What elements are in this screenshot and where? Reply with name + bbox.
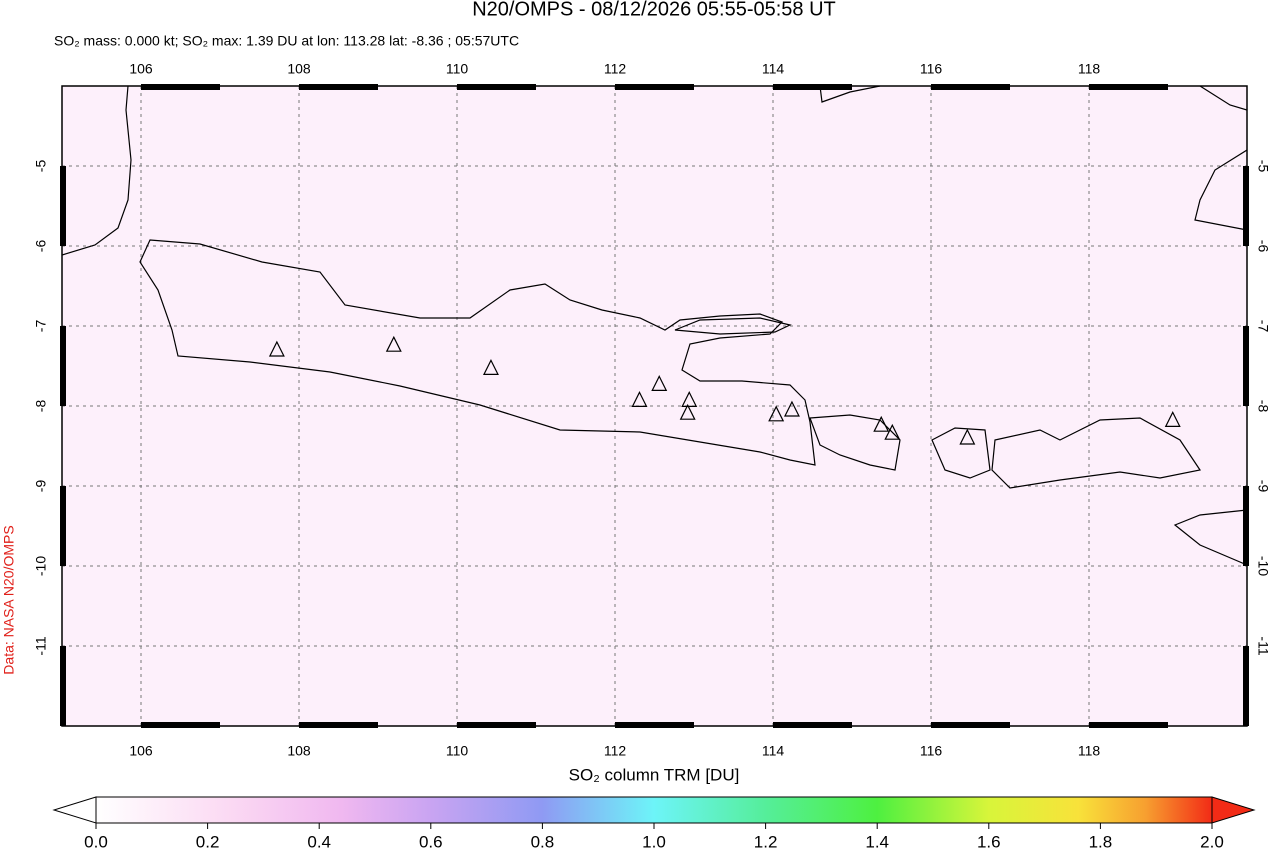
frame-bar xyxy=(615,722,694,728)
colorbar-tick-label: 1.4 xyxy=(865,832,889,851)
frame-bar xyxy=(141,722,220,728)
volcano xyxy=(482,359,499,375)
colorbar-under-arrow xyxy=(52,796,97,824)
lombok xyxy=(931,427,991,479)
volcano xyxy=(385,335,402,352)
volcano xyxy=(873,415,890,432)
frame-bar xyxy=(615,84,694,90)
flores xyxy=(1173,509,1247,566)
volcanoes xyxy=(268,335,1181,445)
frame-bar xyxy=(1243,166,1249,246)
frame-bar xyxy=(60,166,66,246)
volcano xyxy=(651,375,668,391)
colorbar-tick-label: 1.8 xyxy=(1089,832,1113,851)
colorbar-tick-label: 2.0 xyxy=(1200,832,1224,851)
sumbawa xyxy=(991,417,1201,489)
borneo xyxy=(819,86,1247,231)
sumatra xyxy=(62,86,132,256)
x-tick-label: 106 xyxy=(129,61,153,77)
frame-bar xyxy=(1089,84,1168,90)
colorbar-tick-label: 0.2 xyxy=(196,832,220,851)
x-tick-label: 110 xyxy=(446,743,469,759)
x-tick-label: 108 xyxy=(287,61,311,77)
colorbar-tick-label: 0.8 xyxy=(531,832,555,851)
y-tick-label: -11 xyxy=(1255,636,1271,655)
colorbar-tick-label: 1.2 xyxy=(754,832,778,851)
x-tick-label: 114 xyxy=(762,743,785,759)
madura xyxy=(674,317,792,335)
y-tick-label: -9 xyxy=(1255,480,1271,493)
java xyxy=(139,239,816,466)
y-tick-label: -8 xyxy=(33,400,49,413)
y-tick-label: -9 xyxy=(33,480,49,493)
colorbar-tick-label: 1.0 xyxy=(642,832,666,851)
colorbar xyxy=(96,797,1212,823)
volcano xyxy=(959,428,976,445)
frame-bar xyxy=(1243,486,1249,566)
grid xyxy=(62,86,1247,726)
x-tick-label: 108 xyxy=(287,743,311,759)
colorbar-tick-label: 1.6 xyxy=(977,832,1001,851)
x-tick-label: 118 xyxy=(1078,61,1101,77)
y-tick-label: -11 xyxy=(33,636,49,655)
y-tick-label: -5 xyxy=(33,160,49,173)
colorbar-tick-label: 0.4 xyxy=(307,832,331,851)
frame-bar xyxy=(299,84,378,90)
frame-bar xyxy=(457,722,536,728)
x-tick-label: 110 xyxy=(446,61,469,77)
volcano xyxy=(268,340,285,357)
x-tick-label: 116 xyxy=(920,743,943,759)
frame-bar xyxy=(1243,646,1249,726)
frame-bar xyxy=(1243,326,1249,406)
frame-bar xyxy=(141,84,220,90)
y-tick-label: -7 xyxy=(1255,320,1271,333)
frame-bar xyxy=(773,84,852,90)
colorbar-over-arrow xyxy=(1211,796,1256,824)
volcano xyxy=(1164,411,1181,427)
frame-bar xyxy=(773,722,852,728)
frame-bar xyxy=(931,722,1010,728)
y-tick-label: -6 xyxy=(1255,240,1271,253)
axis-labels: 106 106 108 108 110 110 112 112 114 114 116 116 118 1… xyxy=(33,61,1272,759)
x-tick-label: 116 xyxy=(920,61,943,77)
frame-bar xyxy=(299,722,378,728)
frame-bar xyxy=(60,326,66,406)
y-tick-label: -5 xyxy=(1255,160,1271,173)
volcano xyxy=(679,403,696,420)
x-tick-label: 118 xyxy=(1078,743,1101,759)
colorbar-label: SO₂ column TRM [DU] xyxy=(569,765,740,784)
frame-bar xyxy=(931,84,1010,90)
x-tick-label: 114 xyxy=(762,61,785,77)
y-tick-label: -8 xyxy=(1255,400,1271,413)
frame-bar xyxy=(60,486,66,566)
subtitle: SO₂ mass: 0.000 kt; SO₂ max: 1.39 DU at … xyxy=(54,33,519,49)
y-tick-label: -10 xyxy=(1255,556,1271,576)
x-tick-label: 112 xyxy=(604,61,627,77)
colorbar-tick-label: 0.0 xyxy=(84,832,108,851)
volcano xyxy=(681,391,698,407)
x-tick-label: 106 xyxy=(129,743,153,759)
volcano xyxy=(631,391,648,407)
colorbar-tick-label: 0.6 xyxy=(419,832,443,851)
y-tick-label: -10 xyxy=(33,556,49,576)
frame-ticks xyxy=(60,84,1249,728)
volcano xyxy=(768,405,785,422)
colorbar-ticks: 0.0 0.2 0.4 0.6 0.8 1.0 1.2 1.4 1.6 1.8 2.0 xyxy=(84,823,1224,851)
frame-bar xyxy=(60,646,66,726)
y-tick-label: -7 xyxy=(33,320,49,333)
credit: Data: NASA N20/OMPS xyxy=(1,525,17,674)
volcano xyxy=(783,400,800,417)
y-tick-label: -6 xyxy=(33,240,49,253)
frame-bar xyxy=(457,84,536,90)
bali xyxy=(809,414,901,471)
volcano xyxy=(884,423,901,440)
frame-bar xyxy=(1089,722,1168,728)
coastlines xyxy=(62,86,1247,566)
x-tick-label: 112 xyxy=(604,743,627,759)
title: N20/OMPS - 08/12/2026 05:55-05:58 UT xyxy=(472,0,836,20)
